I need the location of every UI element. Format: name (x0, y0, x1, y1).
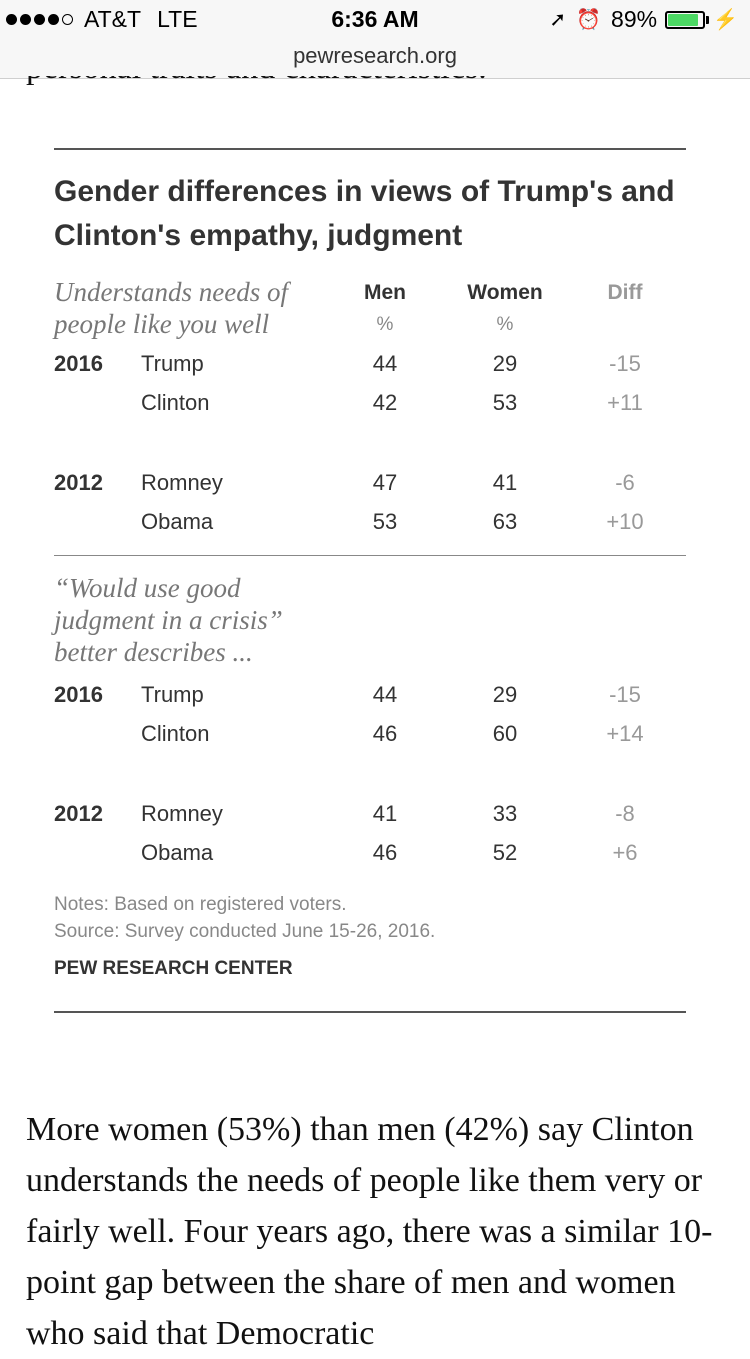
row-women-value: 63 (492, 509, 518, 534)
battery-percent: 89% (611, 6, 658, 32)
table-row: 2016 Trump 44 29 -15 (0, 351, 750, 381)
row-candidate: Obama (141, 509, 214, 534)
row-candidate: Trump (141, 351, 204, 376)
battery-icon (665, 10, 706, 29)
row-men-value: 44 (372, 351, 398, 376)
status-bar-right: ➚ ⏰ 89% ⚡ (549, 6, 738, 33)
row-candidate: Obama (141, 840, 214, 865)
row-year: 2012 (54, 470, 103, 495)
table-row: Clinton 42 53 +11 (0, 390, 750, 420)
table-row: Clinton 46 60 +14 (0, 721, 750, 751)
row-diff-value: +14 (606, 721, 644, 746)
table-row: Obama 46 52 +6 (0, 840, 750, 870)
url-domain[interactable]: pewresearch.org (293, 43, 457, 68)
status-bar: AT&T LTE 6:36 AM ➚ ⏰ 89% ⚡ (0, 0, 750, 40)
column-header-women: Women (467, 281, 543, 304)
row-men-value: 53 (372, 509, 398, 534)
section-label-empathy: Understands needs of people like you wel… (54, 277, 288, 339)
article-paragraph: More women (53%) than men (42%) say Clin… (26, 1111, 713, 1352)
row-year: 2012 (54, 801, 103, 826)
row-diff-value: +11 (607, 390, 643, 415)
pew-research-center-label: PEW RESEARCH CENTER (54, 958, 293, 979)
row-men-value: 46 (372, 721, 398, 746)
row-candidate: Clinton (141, 390, 210, 415)
carrier-name: AT&T (84, 6, 142, 32)
row-men-value: 44 (372, 682, 398, 707)
table-row: 2016 Trump 44 29 -15 (0, 682, 750, 712)
chart-source: Source: Survey conducted June 15-26, 201… (54, 921, 436, 942)
men-unit-label: % (376, 314, 394, 335)
column-header-diff: Diff (607, 281, 643, 304)
row-diff-value: +6 (612, 840, 638, 865)
location-arrow-icon: ➚ (549, 9, 567, 31)
row-diff-value: -15 (609, 682, 641, 707)
signal-dots-icon (6, 14, 76, 25)
article-cut-off-line: personal traits and characteristics. (26, 76, 487, 92)
status-time: 6:36 AM (331, 6, 419, 32)
women-unit-label: % (496, 314, 514, 335)
row-year: 2016 (54, 351, 103, 376)
battery-tip (706, 15, 710, 24)
section-divider (54, 555, 686, 556)
column-header-men: Men (364, 281, 406, 304)
url-bar[interactable]: pewresearch.org (0, 40, 750, 79)
section-label-judgment: “Would use good judgment in a crisis” be… (54, 573, 283, 667)
row-diff-value: -8 (615, 801, 635, 826)
row-candidate: Trump (141, 682, 204, 707)
status-bar-left: AT&T LTE (6, 6, 198, 33)
row-diff-value: -15 (609, 351, 641, 376)
chart-notes: Notes: Based on registered voters. (54, 894, 347, 915)
chart-title: Gender differences in views of Trump's a… (54, 175, 675, 252)
table-row: 2012 Romney 41 33 -8 (0, 801, 750, 831)
row-women-value: 53 (492, 390, 518, 415)
row-men-value: 42 (372, 390, 398, 415)
row-year: 2016 (54, 682, 103, 707)
charging-bolt-icon: ⚡ (713, 9, 738, 31)
chart-bottom-rule (54, 1011, 686, 1013)
row-men-value: 46 (372, 840, 398, 865)
row-women-value: 60 (492, 721, 518, 746)
row-women-value: 29 (492, 682, 518, 707)
row-candidate: Romney (141, 801, 223, 826)
row-women-value: 33 (492, 801, 518, 826)
chart-top-rule (54, 148, 686, 150)
row-women-value: 29 (492, 351, 518, 376)
row-women-value: 41 (492, 470, 518, 495)
alarm-clock-icon: ⏰ (576, 9, 602, 31)
row-diff-value: -6 (615, 470, 635, 495)
row-men-value: 41 (372, 801, 398, 826)
row-men-value: 47 (372, 470, 398, 495)
row-candidate: Romney (141, 470, 223, 495)
table-row: 2012 Romney 47 41 -6 (0, 470, 750, 500)
table-row: Obama 53 63 +10 (0, 509, 750, 539)
network-type: LTE (157, 6, 198, 32)
row-diff-value: +10 (606, 509, 644, 534)
row-women-value: 52 (492, 840, 518, 865)
row-candidate: Clinton (141, 721, 210, 746)
